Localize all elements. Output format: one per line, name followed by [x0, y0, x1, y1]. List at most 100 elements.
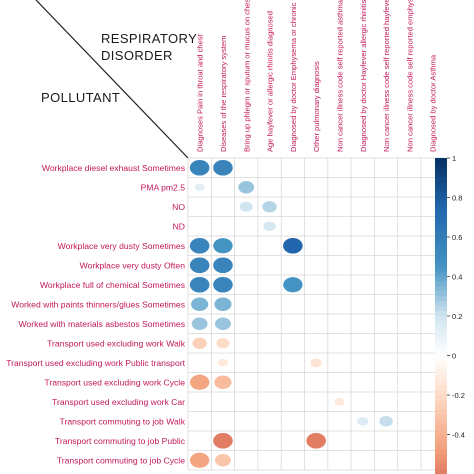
colorbar-segment — [435, 227, 447, 233]
row-label: Worked with paints thinners/glues Someti… — [11, 299, 185, 309]
correlation-cell — [213, 159, 233, 176]
colorbar-segment — [435, 355, 447, 362]
colorbar-tick-label: 1 — [452, 154, 456, 163]
row-label: Transport commuting to job Walk — [60, 416, 186, 426]
colorbar-segment — [435, 390, 447, 396]
column-label: Non cancer illness code self reported as… — [335, 0, 344, 152]
colorbar-segment — [435, 172, 447, 179]
row-label: Transport used excluding work Cycle — [44, 377, 185, 387]
colorbar-segment — [435, 464, 447, 470]
correlation-cells — [189, 159, 393, 468]
pollutant-label: POLLUTANT — [41, 90, 121, 105]
column-label: Non cancer illness code self reported ha… — [382, 0, 391, 152]
colorbar-segment — [435, 340, 447, 347]
column-label: Diseases of the respiratory system — [219, 36, 228, 152]
colorbar-segment — [435, 271, 447, 278]
respiratory-disorder-label-line1: RESPIRATORY — [101, 31, 198, 46]
colorbar-segment — [435, 395, 447, 401]
correlation-cell — [216, 338, 230, 349]
colorbar-tick-label: 0 — [452, 352, 456, 361]
row-label: PMA pm2.5 — [141, 182, 186, 192]
row-label: Workplace full of chemical Sometimes — [40, 280, 185, 290]
column-labels: Diagnoses Pain in throat and chest Diseas… — [196, 0, 438, 152]
row-label: Transport commuting to job Public — [55, 436, 186, 446]
column-label: Age hayfever or allergic rhinitis diagno… — [266, 11, 275, 152]
colorbar-segment — [435, 350, 447, 357]
colorbar-tick-label: -0.2 — [452, 391, 465, 400]
colorbar-segment — [435, 197, 447, 204]
colorbar-tick-label: 0.8 — [452, 194, 462, 203]
colorbar: 1 0.8 0.6 0.4 0.2 0 -0.2 -0.4 — [435, 154, 465, 474]
colorbar-segment — [435, 370, 447, 376]
column-label: Bring up phlegm or sputum or mucus on ch… — [242, 0, 251, 152]
row-label: Transport used excluding work Car — [52, 397, 185, 407]
colorbar-segment — [435, 301, 447, 307]
column-label: Diagnoses Pain in throat and chest — [196, 33, 205, 152]
colorbar-segment — [435, 251, 447, 258]
colorbar-segment — [435, 469, 447, 474]
colorbar-segment — [435, 241, 447, 248]
row-label: Worked with materials asbestos Sometimes — [18, 319, 185, 329]
colorbar-segment — [435, 296, 447, 302]
colorbar-segment — [435, 449, 447, 455]
correlation-cell — [310, 358, 322, 368]
row-label: ND — [173, 221, 185, 231]
colorbar-segment — [435, 419, 447, 426]
colorbar-segment — [435, 375, 447, 381]
colorbar-segment — [435, 222, 447, 228]
colorbar-segment — [435, 316, 447, 322]
colorbar-segment — [435, 202, 447, 208]
respiratory-disorder-label-line2: DISORDER — [101, 48, 173, 63]
correlation-cell — [263, 221, 276, 232]
header-diagonal-line — [35, 0, 189, 159]
column-label: Diagnosed by doctor Emphysema or chronic… — [289, 0, 298, 152]
row-label: Workplace diesel exhaust Sometimes — [42, 163, 185, 173]
colorbar-segment — [435, 429, 447, 436]
colorbar-segment — [435, 212, 447, 218]
column-label: Diagnosed by doctor Asthma — [429, 54, 438, 152]
colorbar-segment — [435, 232, 447, 238]
correlation-cell — [191, 297, 209, 311]
correlation-cell — [379, 415, 393, 427]
correlation-cell — [189, 159, 210, 176]
colorbar-segment — [435, 237, 447, 243]
colorbar-segment — [435, 454, 447, 460]
column-label: Non cancer illness code self reported em… — [405, 0, 414, 152]
colorbar-segment — [435, 424, 447, 431]
row-label: NO — [172, 202, 185, 212]
colorbar-segment — [435, 266, 447, 273]
row-label: Transport commuting to job Cycle — [57, 455, 185, 465]
colorbar-segment — [435, 380, 447, 386]
correlation-cell — [334, 397, 345, 406]
colorbar-segment — [435, 330, 447, 337]
colorbar-segment — [435, 192, 447, 199]
colorbar-segment — [435, 335, 447, 342]
colorbar-segment — [435, 434, 447, 441]
colorbar-segment — [435, 385, 447, 391]
colorbar-segment — [435, 217, 447, 223]
colorbar-segment — [435, 439, 447, 445]
colorbar-segment — [435, 399, 447, 406]
colorbar-segment — [435, 365, 447, 371]
row-label: Transport used excluding work Public tra… — [6, 358, 185, 368]
correlation-cell — [357, 416, 369, 426]
colorbar-segment — [435, 187, 447, 194]
correlation-cell — [214, 375, 232, 389]
colorbar-segment — [435, 409, 447, 416]
colorbar-segment — [435, 177, 447, 184]
colorbar-segment — [435, 444, 447, 450]
correlation-cell — [213, 432, 233, 449]
colorbar-segment — [435, 261, 447, 268]
colorbar-segment — [435, 291, 447, 297]
correlation-cell — [262, 201, 277, 213]
correlation-cell — [213, 257, 233, 274]
correlation-cell — [192, 337, 207, 349]
colorbar-segment — [435, 162, 447, 169]
colorbar-segment — [435, 459, 447, 465]
correlation-cell — [194, 183, 205, 192]
colorbar-segment — [435, 207, 447, 213]
correlation-cell — [215, 317, 231, 330]
correlation-cell — [238, 181, 255, 194]
colorbar-segment — [435, 360, 447, 366]
row-labels: Workplace diesel exhaust Sometimes PMA pm… — [6, 163, 186, 466]
